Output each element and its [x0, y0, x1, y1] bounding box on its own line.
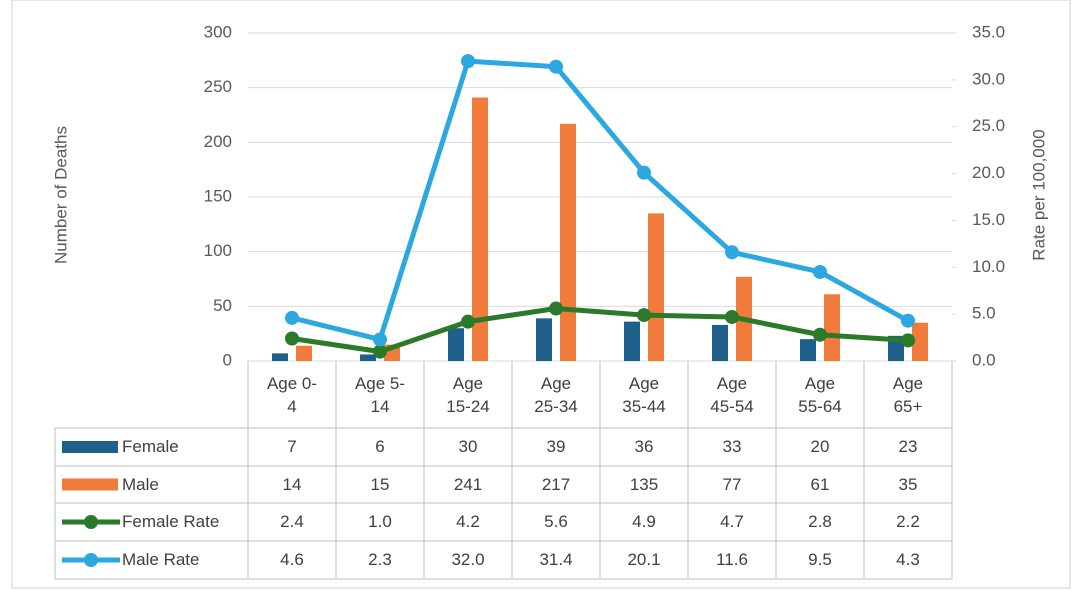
- table-value: 217: [541, 474, 571, 494]
- bar: [272, 353, 288, 361]
- y2-tick-label: 10.0: [972, 257, 1005, 276]
- marker: [373, 332, 387, 347]
- table-value: 15: [370, 474, 390, 494]
- table-value: 2.4: [280, 512, 304, 531]
- table-value: 39: [546, 437, 566, 456]
- marker: [901, 333, 915, 348]
- table-value: 4.6: [280, 550, 304, 569]
- y2-tick-label: 0.0: [972, 350, 996, 369]
- table-value: 1.0: [368, 512, 392, 531]
- bar: [536, 318, 552, 361]
- x-tick-label: Age 25-34: [534, 374, 578, 416]
- bar: [624, 321, 640, 361]
- legend-label: Female Rate: [122, 512, 220, 531]
- legend-label: Male: [122, 474, 159, 494]
- marker: [549, 301, 563, 316]
- y-tick-label: 200: [204, 132, 232, 151]
- y2-axis-label: Rate per 100,000: [1029, 129, 1048, 260]
- x-tick-label: Age 5-14: [354, 374, 406, 416]
- marker: [285, 331, 299, 346]
- marker: [373, 344, 387, 359]
- x-tick-label: Age 65+: [892, 374, 924, 416]
- legend-swatch: [62, 478, 118, 491]
- table-value: 2.2: [896, 512, 920, 531]
- y-tick-label: 50: [213, 296, 232, 315]
- bar: [800, 339, 816, 361]
- table-value: 4.2: [456, 512, 480, 531]
- marker: [813, 327, 827, 342]
- table-value: 4.7: [720, 512, 744, 531]
- table-value: 61: [810, 474, 830, 494]
- y2-tick-label: 15.0: [972, 210, 1005, 229]
- table-value: 31.4: [539, 550, 573, 569]
- bar: [448, 328, 464, 361]
- line: [291, 58, 910, 342]
- table-value: 6: [375, 437, 385, 456]
- y2-tick-label: 5.0: [972, 304, 996, 323]
- y-tick-label: 100: [204, 241, 232, 260]
- legend-marker: [84, 553, 98, 567]
- table-value: 2.3: [368, 550, 392, 569]
- y-tick-label: 150: [204, 186, 232, 205]
- bar: [472, 97, 488, 362]
- table-value: 5.6: [544, 512, 568, 531]
- x-tick-label: Age 45-54: [710, 374, 754, 416]
- table-value: 241: [453, 474, 483, 494]
- marker: [901, 313, 915, 328]
- x-tick-label: Age 0-4: [266, 374, 318, 416]
- bar: [824, 294, 840, 361]
- legend-label: Male Rate: [122, 550, 200, 569]
- y2-tick-label: 30.0: [972, 69, 1005, 88]
- marker: [813, 264, 827, 279]
- table-value: 7: [287, 437, 297, 456]
- marker: [285, 310, 299, 325]
- line: [291, 306, 909, 355]
- table-value: 30: [458, 437, 478, 456]
- marker: [549, 59, 563, 74]
- y2-tick-label: 20.0: [972, 163, 1005, 182]
- table-value: 11.6: [716, 550, 748, 569]
- y-tick-label: 300: [204, 22, 232, 41]
- marker: [461, 314, 475, 329]
- bar: [912, 322, 928, 361]
- table-value: 4.3: [896, 550, 920, 569]
- y2-tick-label: 35.0: [972, 22, 1005, 41]
- table-value: 20: [810, 437, 830, 456]
- x-tick-label: Age 55-64: [798, 374, 842, 416]
- table-value: 14: [282, 474, 302, 494]
- x-tick-label: Age 35-44: [622, 374, 666, 416]
- bar: [296, 345, 312, 361]
- frame: [11, 0, 1071, 589]
- bar: [648, 213, 664, 361]
- table-value: 32.0: [451, 550, 485, 569]
- legend-marker: [84, 515, 98, 529]
- y2-tick-label: 25.0: [972, 116, 1005, 135]
- table-value: 77: [722, 474, 742, 494]
- bar: [560, 123, 576, 361]
- y-axis-label: Number of Deaths: [51, 126, 70, 264]
- table-value: 36: [634, 437, 654, 456]
- marker: [637, 308, 651, 323]
- table-value: 23: [898, 437, 918, 456]
- marker: [637, 165, 651, 180]
- y-tick-label: 250: [204, 77, 232, 96]
- marker: [725, 245, 739, 260]
- x-tick-label: Age 15-24: [446, 374, 490, 416]
- table-value: 35: [898, 474, 918, 494]
- marker: [461, 54, 475, 69]
- table-value: 9.5: [808, 550, 832, 569]
- bar: [712, 324, 728, 361]
- table-value: 2.8: [808, 512, 832, 531]
- legend-swatch: [62, 441, 118, 453]
- legend-label: Female: [122, 437, 179, 456]
- table-value: 33: [722, 437, 742, 456]
- marker: [725, 309, 739, 324]
- table-value: 4.9: [632, 512, 656, 531]
- table-value: 20.1: [627, 550, 661, 569]
- y-tick-label: 0: [223, 350, 232, 369]
- table-value: 135: [629, 474, 659, 494]
- bar: [360, 354, 376, 361]
